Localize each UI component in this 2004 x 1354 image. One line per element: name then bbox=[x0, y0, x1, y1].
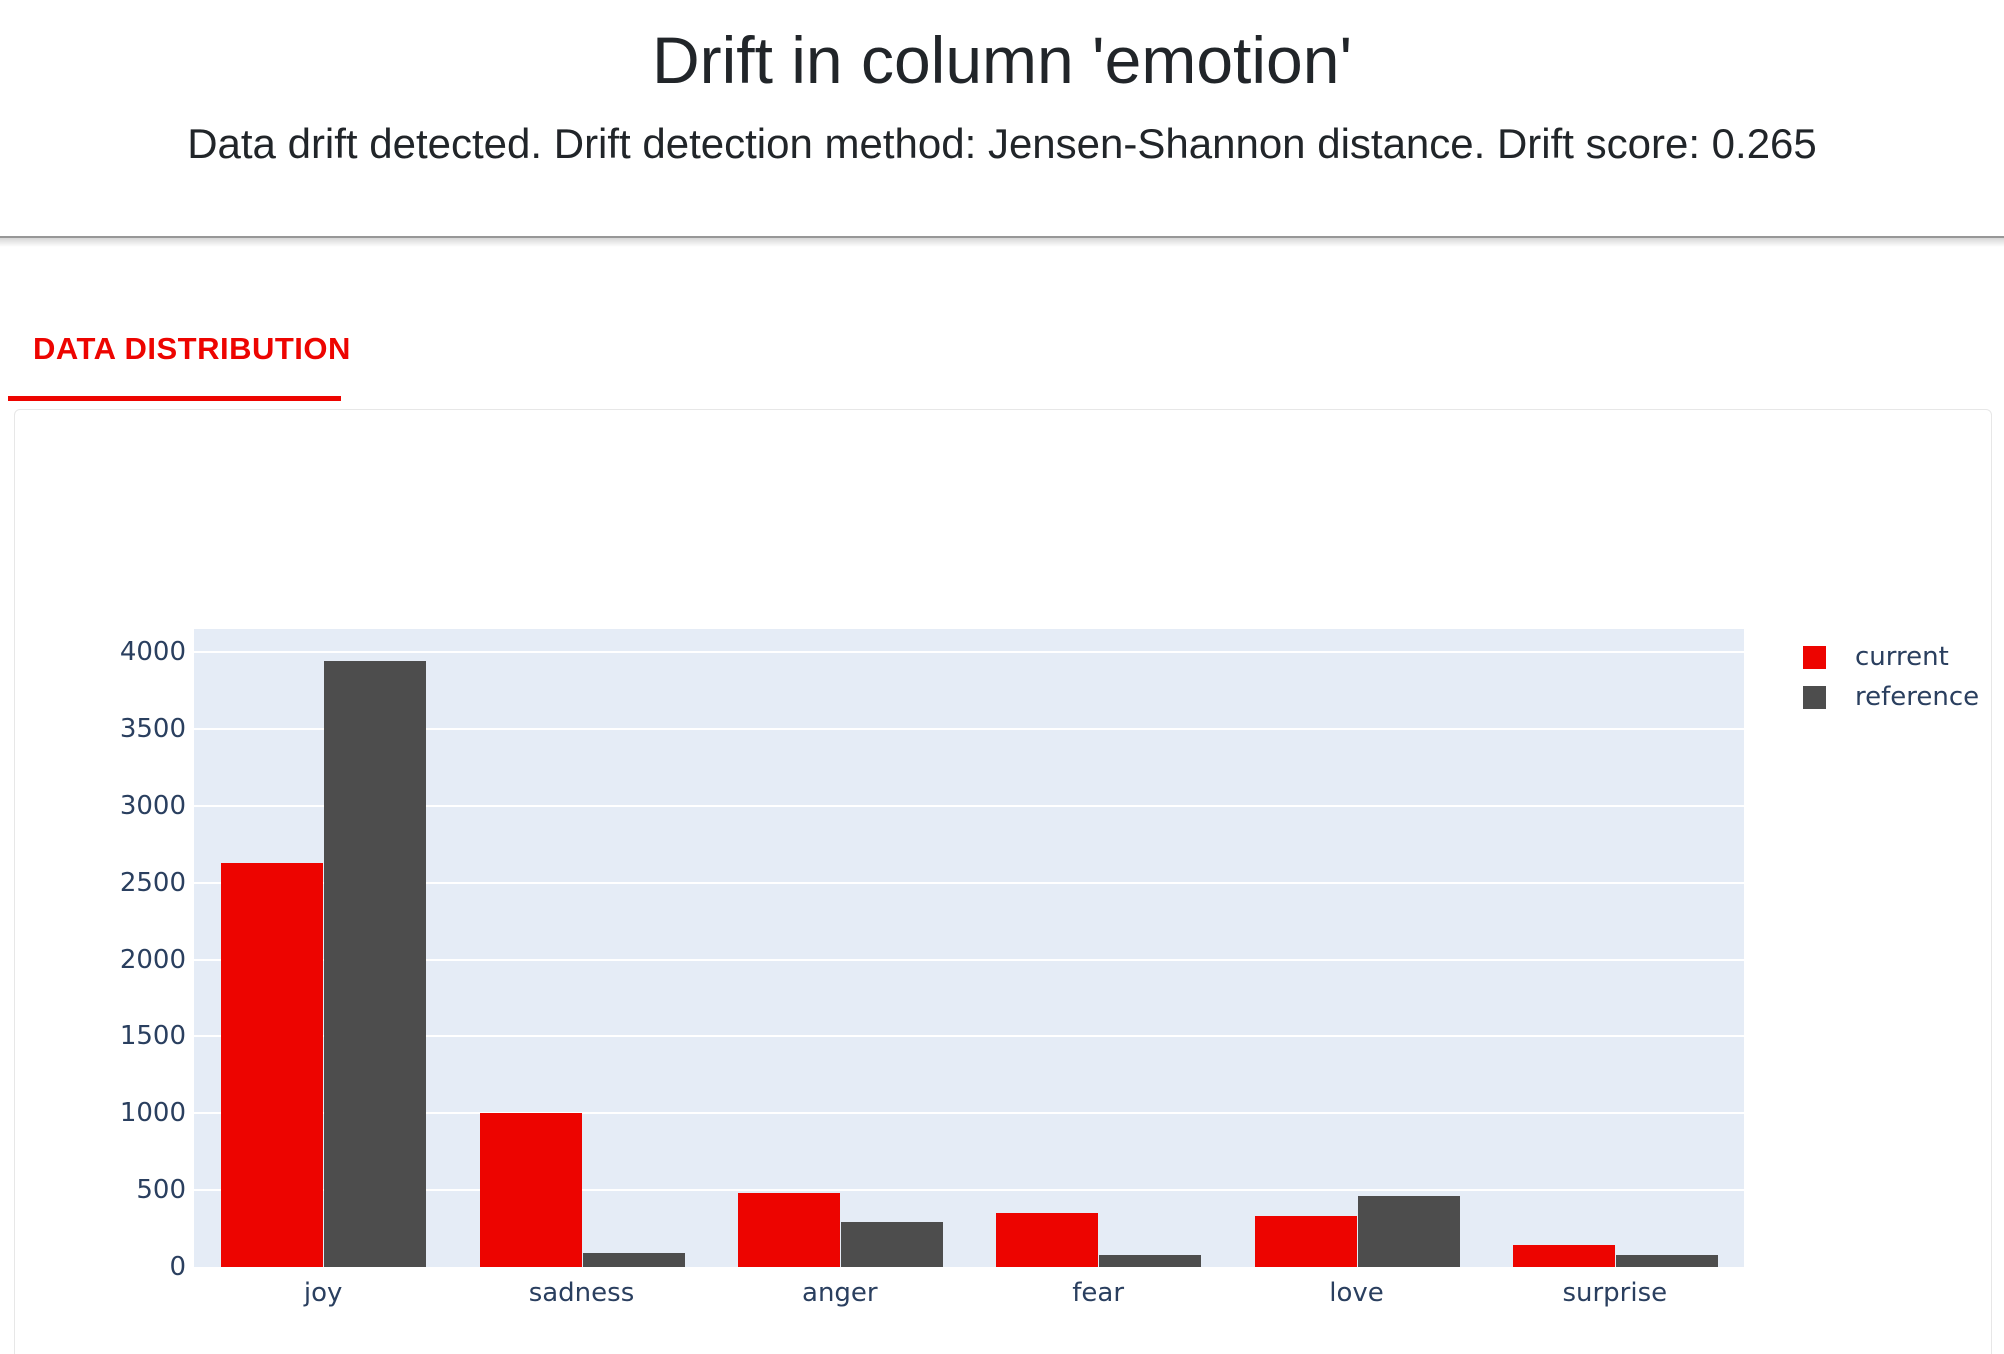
header-divider bbox=[0, 236, 2004, 247]
x-tick-label-love: love bbox=[1329, 1278, 1384, 1308]
x-tick-label-fear: fear bbox=[1072, 1278, 1125, 1308]
y-tick-label-500: 500 bbox=[136, 1175, 186, 1206]
bar-current-fear bbox=[996, 1213, 1099, 1267]
gridline-2000 bbox=[194, 958, 1744, 961]
legend-item-reference[interactable]: reference bbox=[1803, 684, 1979, 710]
gridline-1500 bbox=[194, 1035, 1744, 1038]
bar-reference-surprise bbox=[1615, 1255, 1718, 1267]
chart-legend: current reference bbox=[1803, 644, 1979, 724]
bar-reference-sadness bbox=[582, 1253, 685, 1267]
legend-swatch-reference bbox=[1803, 685, 1826, 709]
legend-item-current[interactable]: current bbox=[1803, 644, 1979, 670]
y-tick-label-3000: 3000 bbox=[119, 790, 186, 821]
gridline-3500 bbox=[194, 727, 1744, 730]
y-tick-label-0: 0 bbox=[169, 1252, 186, 1282]
tab-data-distribution-label: DATA DISTRIBUTION bbox=[33, 331, 351, 366]
page-title: Drift in column 'emotion' bbox=[651, 23, 1353, 97]
y-tick-label-3500: 3500 bbox=[119, 713, 186, 744]
bar-current-anger bbox=[737, 1193, 840, 1267]
gridline-3000 bbox=[194, 804, 1744, 807]
y-tick-label-1500: 1500 bbox=[119, 1021, 186, 1052]
legend-swatch-current bbox=[1803, 645, 1826, 669]
bar-reference-anger bbox=[840, 1222, 943, 1267]
x-tick-label-sadness: sadness bbox=[528, 1278, 635, 1308]
bar-reference-love bbox=[1357, 1196, 1460, 1267]
y-tick-label-4000: 4000 bbox=[119, 637, 186, 668]
gridline-2500 bbox=[194, 881, 1744, 884]
bar-current-surprise bbox=[1512, 1245, 1615, 1267]
drift-summary-text: Data drift detected. Drift detection met… bbox=[187, 120, 1817, 167]
y-tick-label-2500: 2500 bbox=[119, 867, 186, 898]
gridline-4000 bbox=[194, 651, 1744, 654]
bar-reference-fear bbox=[1099, 1254, 1202, 1267]
x-tick-label-joy: joy bbox=[303, 1278, 343, 1308]
legend-label-current: current bbox=[1855, 642, 1949, 672]
gridline-500 bbox=[194, 1189, 1744, 1192]
gridline-1000 bbox=[194, 1112, 1744, 1115]
y-tick-label-1000: 1000 bbox=[119, 1098, 186, 1129]
bar-reference-joy bbox=[324, 661, 427, 1267]
bar-current-sadness bbox=[479, 1113, 582, 1267]
active-tab-indicator bbox=[8, 396, 341, 401]
bar-current-joy bbox=[221, 862, 324, 1267]
legend-label-reference: reference bbox=[1855, 682, 1980, 712]
bar-current-love bbox=[1254, 1216, 1357, 1267]
x-tick-label-surprise: surprise bbox=[1562, 1278, 1668, 1308]
bar-chart-plot-area[interactable] bbox=[194, 629, 1744, 1267]
x-tick-label-anger: anger bbox=[802, 1278, 878, 1308]
y-tick-label-2000: 2000 bbox=[119, 944, 186, 975]
tab-data-distribution[interactable]: DATA DISTRIBUTION bbox=[8, 330, 376, 368]
